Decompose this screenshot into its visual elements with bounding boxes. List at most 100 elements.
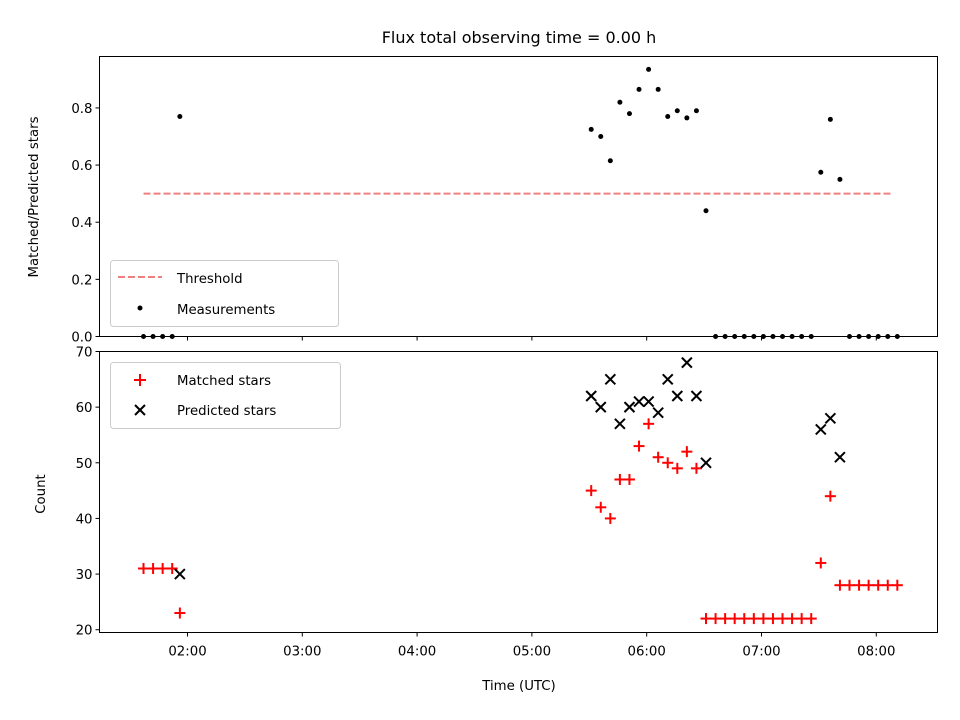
matched-star-marker bbox=[843, 579, 855, 591]
bottom-y-tick-label: 30 bbox=[76, 568, 93, 583]
bottom-y-ticks: 20 30 40 50 60 70 bbox=[76, 346, 100, 639]
measurement-point bbox=[703, 208, 709, 214]
predicted-star-marker bbox=[623, 401, 636, 413]
chart-title: Flux total observing time = 0.00 h bbox=[382, 28, 657, 47]
top-y-ticks: 0.0 0.2 0.4 0.6 0.8 bbox=[71, 102, 100, 346]
threshold-legend-label: Threshold bbox=[176, 272, 243, 287]
bottom-plot-frame bbox=[99, 351, 938, 633]
matched-legend-label: Matched stars bbox=[177, 374, 271, 389]
x-tick-label: 08:00 bbox=[857, 645, 895, 660]
top-y-tick-label: 0.8 bbox=[71, 102, 92, 117]
predicted-star-marker bbox=[604, 373, 617, 386]
matched-star-marker bbox=[614, 473, 626, 485]
bottom-y-tick-label: 50 bbox=[76, 457, 93, 472]
x-axis-label: Time (UTC) bbox=[481, 679, 556, 694]
predicted-legend-swatch bbox=[134, 404, 146, 416]
measurement-point bbox=[617, 99, 623, 105]
measurement-point bbox=[177, 114, 183, 119]
matched-star-marker bbox=[748, 613, 760, 625]
measurement-point bbox=[837, 176, 843, 182]
predicted-star-marker bbox=[690, 390, 703, 402]
bottom-y-tick-label: 60 bbox=[76, 401, 93, 416]
predicted-star-marker bbox=[815, 423, 827, 436]
matched-star-marker bbox=[681, 446, 693, 458]
matched-star-marker bbox=[652, 451, 664, 463]
x-tick-label: 04:00 bbox=[398, 645, 436, 660]
predicted-star-marker bbox=[614, 418, 626, 430]
predicted-star-marker bbox=[662, 373, 674, 386]
bottom-plot-data bbox=[138, 356, 903, 625]
matched-star-marker bbox=[767, 613, 779, 625]
matched-star-marker bbox=[719, 613, 731, 625]
measurement-point bbox=[626, 111, 632, 117]
x-tick-label: 07:00 bbox=[742, 645, 780, 660]
measurement-point bbox=[588, 126, 594, 132]
x-tick-label: 05:00 bbox=[513, 645, 551, 660]
matched-star-marker bbox=[604, 512, 616, 524]
measurements-legend-swatch bbox=[137, 305, 143, 311]
matched-star-marker bbox=[872, 579, 884, 591]
matched-star-marker bbox=[738, 613, 750, 625]
x-tick-label: 02:00 bbox=[168, 645, 206, 660]
measurements-legend-label: Measurements bbox=[177, 303, 275, 318]
matched-star-marker bbox=[882, 579, 894, 591]
measurement-point bbox=[607, 158, 613, 164]
matched-star-marker bbox=[853, 579, 865, 591]
x-tick-label: 03:00 bbox=[283, 645, 321, 660]
measurement-point bbox=[598, 134, 604, 139]
measurement-point bbox=[693, 108, 699, 114]
top-y-axis-label: Matched/Predicted stars bbox=[27, 116, 42, 277]
top-plot-frame bbox=[99, 56, 938, 337]
predicted-star-marker bbox=[671, 390, 684, 402]
matched-star-marker bbox=[700, 613, 712, 625]
matched-star-marker bbox=[757, 613, 769, 625]
top-x-ticks bbox=[187, 336, 877, 341]
bottom-y-axis-label: Count bbox=[34, 474, 49, 514]
top-y-tick-label: 0.0 bbox=[71, 331, 92, 346]
measurement-point bbox=[684, 115, 690, 121]
top-y-tick-label: 0.6 bbox=[71, 159, 92, 174]
predicted-star-marker bbox=[834, 451, 846, 463]
matched-star-marker bbox=[643, 418, 655, 430]
measurement-point bbox=[818, 169, 824, 175]
measurement-point bbox=[655, 86, 661, 92]
predicted-star-marker bbox=[681, 356, 693, 369]
matched-star-marker bbox=[157, 563, 169, 575]
matched-star-marker bbox=[729, 613, 741, 625]
matched-star-marker bbox=[805, 613, 817, 625]
measurement-point bbox=[636, 86, 642, 92]
predicted-star-marker bbox=[652, 407, 664, 419]
matched-star-marker bbox=[796, 613, 808, 625]
bottom-legend: Matched stars Predicted stars bbox=[110, 362, 341, 429]
top-legend-box bbox=[110, 260, 339, 327]
predicted-star-marker bbox=[595, 401, 607, 413]
top-plot: 0.00.20.40.60.8 Matched/Predicted stars … bbox=[27, 56, 938, 346]
matched-star-marker bbox=[595, 501, 607, 513]
measurement-point bbox=[646, 66, 652, 72]
matched-star-marker bbox=[623, 473, 635, 485]
bottom-x-ticks: 02:00 03:00 04:00 05:00 06:00 07:00 08:00 bbox=[168, 632, 895, 660]
matched-star-marker bbox=[863, 579, 875, 591]
measurement-point bbox=[827, 116, 833, 122]
top-y-tick-label: 0.2 bbox=[71, 273, 92, 288]
bottom-y-tick-label: 40 bbox=[76, 512, 93, 527]
matched-star-marker bbox=[633, 440, 645, 452]
matched-star-marker bbox=[174, 607, 186, 619]
matched-star-marker bbox=[777, 613, 789, 625]
bottom-legend-box bbox=[110, 362, 341, 429]
matched-star-marker bbox=[690, 462, 702, 474]
bottom-plot: 20 30 40 50 60 70 02:00 03:00 04:00 05:00 06:00 07… bbox=[34, 346, 938, 694]
matched-star-marker bbox=[671, 462, 683, 474]
measurement-point bbox=[665, 114, 671, 119]
matched-star-marker bbox=[147, 563, 159, 575]
matched-star-marker bbox=[585, 485, 597, 497]
x-tick-label: 06:00 bbox=[628, 645, 666, 660]
predicted-star-marker bbox=[824, 412, 837, 424]
measurement-point bbox=[674, 108, 680, 114]
predicted-star-marker bbox=[174, 568, 186, 580]
matched-star-marker bbox=[824, 490, 836, 502]
matched-legend-swatch bbox=[134, 374, 146, 386]
matched-star-marker bbox=[786, 613, 798, 625]
matched-star-marker bbox=[891, 579, 903, 591]
